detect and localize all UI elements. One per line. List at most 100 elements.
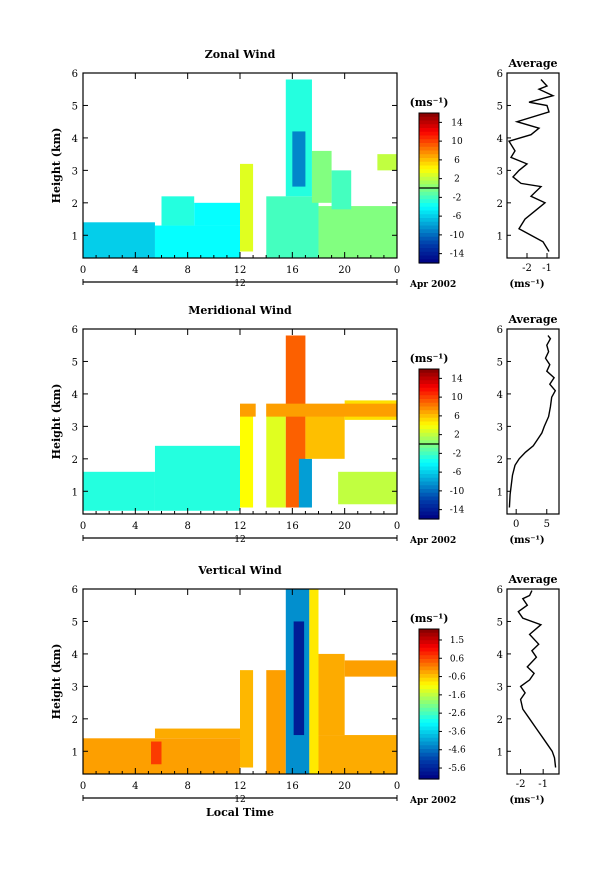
profile-x-tick-label: 0 <box>513 519 519 530</box>
colorbar-unit: (ms⁻¹) <box>410 352 449 365</box>
data-cell <box>154 445 240 511</box>
y-tick-label: 6 <box>72 585 78 596</box>
x-tick-label: 0 <box>80 265 86 276</box>
colorbar-segment <box>419 474 439 479</box>
profile-y-tick-label: 6 <box>497 585 503 596</box>
colorbar-tick-label: -0.6 <box>448 673 466 683</box>
colorbar-tick-label: 14 <box>451 118 463 128</box>
y-tick-label: 5 <box>72 357 78 368</box>
colorbar-segment <box>419 730 439 735</box>
x-tick-label: 0 <box>80 521 86 532</box>
colorbar-segment <box>419 711 439 716</box>
y-tick-label: 4 <box>72 650 78 661</box>
colorbar-segment <box>419 689 439 694</box>
colorbar-segment <box>419 745 439 750</box>
colorbar-tick-label: -6 <box>453 212 462 222</box>
colorbar-segment <box>419 139 439 144</box>
colorbar-segment <box>419 647 439 653</box>
data-cell <box>161 196 195 226</box>
profile-y-tick-label: 3 <box>497 682 503 693</box>
colorbar-segment <box>419 640 439 645</box>
colorbar-segment <box>419 481 439 486</box>
profile-y-tick-label: 2 <box>497 455 503 466</box>
colorbar-segment <box>419 432 439 438</box>
colorbar-segment <box>419 180 439 185</box>
colorbar-segment <box>419 225 439 230</box>
colorbar-segment <box>419 369 439 374</box>
colorbar-segment <box>419 406 439 411</box>
colorbar-segment <box>419 692 439 698</box>
colorbar-segment <box>419 206 439 212</box>
colorbar-segment <box>419 767 439 773</box>
colorbar-segment <box>419 158 439 163</box>
data-cell <box>240 406 254 508</box>
colorbar-segment <box>419 203 439 208</box>
colorbar-segment <box>419 384 439 389</box>
colorbar-segment <box>419 161 439 167</box>
day-label: 12 <box>234 279 245 289</box>
colorbar-segment <box>419 233 439 238</box>
profile-y-tick-label: 2 <box>497 715 503 726</box>
data-cell <box>292 131 306 187</box>
y-tick-label: 1 <box>72 487 78 498</box>
colorbar-segment <box>419 734 439 739</box>
colorbar-tick-label: -2.6 <box>448 709 466 719</box>
profile-y-tick-label: 2 <box>497 199 503 210</box>
colorbar-segment <box>419 165 439 170</box>
colorbar-segment <box>419 251 439 257</box>
colorbar-segment <box>419 459 439 464</box>
profile-title: Average <box>507 57 557 70</box>
x-tick-label: 16 <box>286 521 299 532</box>
x-tick-label: 0 <box>394 521 400 532</box>
colorbar-segment <box>419 651 439 656</box>
data-cell <box>266 406 286 508</box>
data-cell <box>311 150 332 203</box>
colorbar-tick-label: -2 <box>453 193 462 203</box>
profile-y-tick-label: 5 <box>497 101 503 112</box>
colorbar-segment <box>419 425 439 430</box>
data-gap <box>255 73 267 258</box>
colorbar-segment <box>419 399 439 404</box>
colorbar-segment <box>419 760 439 765</box>
profile-x-axis-label: (ms⁻¹) <box>509 795 544 806</box>
x-tick-label: 12 <box>234 265 247 276</box>
y-tick-label: 2 <box>72 199 78 210</box>
data-cell <box>331 170 352 210</box>
x-tick-label: 20 <box>338 521 351 532</box>
colorbar-segment <box>419 470 439 475</box>
colorbar-segment <box>419 662 439 668</box>
data-cell <box>318 206 397 258</box>
colorbar-segment <box>419 124 439 129</box>
colorbar-segment <box>419 195 439 200</box>
colorbar-segment <box>419 410 439 415</box>
colorbar-segment <box>419 188 439 193</box>
colorbar-tick-label: 1.5 <box>450 636 465 646</box>
data-cell <box>154 728 240 739</box>
colorbar-tick-label: -6 <box>453 468 462 478</box>
colorbar-segment <box>419 764 439 769</box>
colorbar-segment <box>419 214 439 219</box>
colorbar-unit: (ms⁻¹) <box>410 96 449 109</box>
y-axis-label: Height (km) <box>50 384 63 460</box>
colorbar-segment <box>419 191 439 197</box>
data-cell <box>240 403 397 417</box>
colorbar-segment <box>419 240 439 245</box>
profile-y-tick-label: 5 <box>497 617 503 628</box>
colorbar-segment <box>419 259 439 264</box>
colorbar-segment <box>419 236 439 242</box>
profile-y-tick-label: 4 <box>497 650 503 661</box>
colorbar-tick-label: -3.6 <box>448 727 466 737</box>
colorbar-segment <box>419 417 439 423</box>
data-cell <box>309 589 319 774</box>
colorbar-segment <box>419 659 439 664</box>
profile-y-tick-label: 5 <box>497 357 503 368</box>
profile-x-tick-label: -2 <box>516 779 526 790</box>
panel-title: Zonal Wind <box>205 48 276 61</box>
colorbar-segment <box>419 380 439 385</box>
colorbar-segment <box>419 199 439 204</box>
profile-title: Average <box>507 313 557 326</box>
data-cell <box>298 458 312 508</box>
colorbar-segment <box>419 414 439 419</box>
